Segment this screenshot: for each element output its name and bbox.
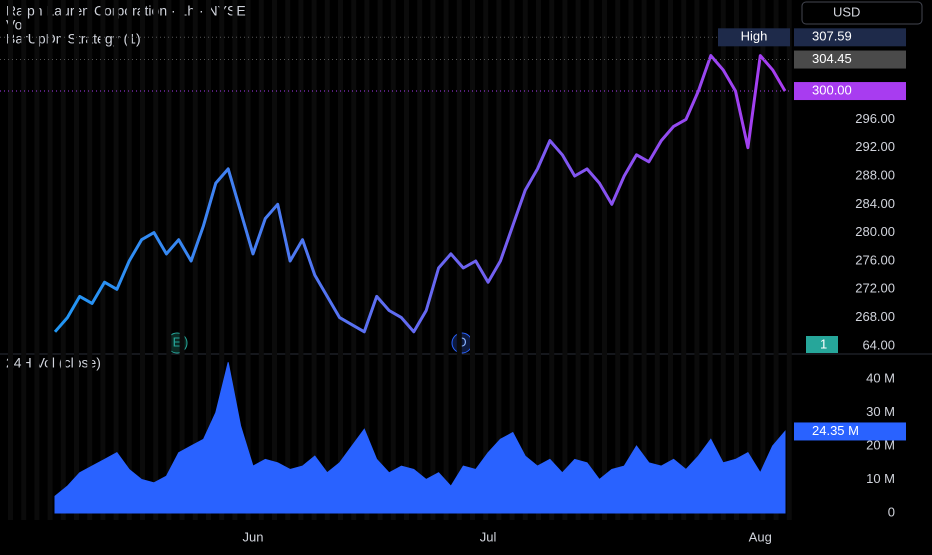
y-tick-label: 276.00 (855, 252, 895, 267)
stripe (694, 0, 700, 520)
indicator: BarUpDn Strategy (1) (6, 31, 141, 47)
stripe (773, 0, 779, 520)
y-tick-label: 268.00 (855, 309, 895, 324)
stripe (87, 0, 93, 520)
stripe (575, 0, 581, 520)
stripe (536, 0, 541, 520)
event-marker-label: D (457, 334, 466, 349)
pane-title: 24H Vol (close) (6, 355, 101, 371)
x-tick-label: Jun (242, 529, 263, 544)
price-line (53, 54, 787, 334)
stripe (707, 0, 713, 520)
stripe (747, 0, 753, 520)
stripe (760, 0, 766, 520)
stripe (206, 0, 211, 520)
stripe (60, 0, 66, 520)
stripe (298, 0, 304, 520)
stripe (654, 0, 660, 520)
stripe (21, 0, 27, 520)
stripe (311, 0, 317, 520)
stripe (720, 0, 726, 520)
stripe (681, 0, 687, 520)
stripe (272, 0, 277, 520)
y-tick-label: 30 M (866, 404, 895, 419)
y-tick-label: 64.00 (862, 337, 895, 352)
y-tick-label: 284.00 (855, 196, 895, 211)
stripe (219, 0, 225, 520)
stripe (338, 0, 343, 520)
last-value-box (794, 82, 906, 101)
stripe (324, 0, 330, 520)
stripe (113, 0, 119, 520)
stripe (615, 0, 621, 520)
stripe (232, 0, 238, 520)
y-tick-label: 280.00 (855, 224, 895, 239)
stripe (8, 0, 13, 520)
y-tick-label: 40 M (866, 371, 895, 386)
stripe (588, 0, 594, 520)
y-tick-label: 296.00 (855, 111, 895, 126)
stripe (456, 0, 462, 520)
prev-value: 304.45 (812, 51, 852, 66)
event-marker-label: E (173, 334, 182, 349)
y-tick-label: 288.00 (855, 167, 895, 182)
stripe (166, 0, 172, 520)
event-marker[interactable]: D (451, 332, 473, 354)
stripe (153, 0, 159, 520)
stripe (377, 0, 383, 520)
stripe (47, 0, 53, 520)
badge-label: 1 (820, 336, 827, 351)
stripe (245, 0, 251, 520)
stripe (417, 0, 423, 520)
currency-button[interactable] (801, 1, 923, 25)
prev-value-box (794, 50, 906, 69)
stripe (522, 0, 528, 520)
stripe (192, 0, 198, 520)
vol-last-value: 24.35 M (812, 423, 859, 438)
x-tick-label: Aug (749, 529, 772, 544)
stripe (140, 0, 145, 520)
high-name-box (718, 28, 790, 47)
stripe (258, 0, 264, 520)
stripe (549, 0, 555, 520)
stripe (430, 0, 436, 520)
stripe (562, 0, 568, 520)
stripe (351, 0, 357, 520)
stripe (483, 0, 489, 520)
high-value-box (794, 28, 906, 47)
volume-area (54, 362, 786, 514)
chart-title: Ralph Lauren Corporation · 1h · NYSE (6, 3, 246, 19)
high-value: 307.59 (812, 29, 852, 44)
y-tick-label: 20 M (866, 437, 895, 452)
stripe (100, 0, 106, 520)
stripe (628, 0, 634, 520)
stripe (74, 0, 79, 520)
stripe (285, 0, 291, 520)
stripe (34, 0, 40, 520)
stripe (364, 0, 370, 520)
currency-label[interactable]: USD (833, 4, 860, 19)
stripe (668, 0, 673, 520)
stripe (404, 0, 409, 520)
vol-last-box (794, 422, 906, 441)
stripe (602, 0, 607, 520)
stripe (179, 0, 185, 520)
stripe (786, 0, 792, 520)
stripe (641, 0, 647, 520)
x-tick-label: Jul (480, 529, 497, 544)
stripe (470, 0, 475, 520)
high-name: High (741, 29, 768, 44)
stripe (390, 0, 396, 520)
y-tick-label: 0 (888, 504, 895, 519)
stripe (496, 0, 502, 520)
stripe (509, 0, 515, 520)
y-tick-label: 10 M (866, 471, 895, 486)
badge (806, 336, 838, 353)
stripe (734, 0, 739, 520)
y-tick-label: 292.00 (855, 139, 895, 154)
y-tick-label: 272.00 (855, 281, 895, 296)
last-value: 300.00 (812, 82, 852, 97)
